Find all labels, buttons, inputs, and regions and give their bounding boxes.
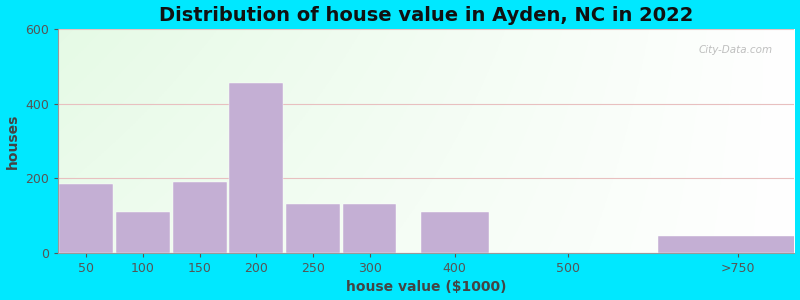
Title: Distribution of house value in Ayden, NC in 2022: Distribution of house value in Ayden, NC…: [159, 6, 694, 25]
Bar: [230, 83, 283, 253]
Bar: [59, 184, 114, 253]
Bar: [342, 204, 397, 253]
Bar: [421, 212, 489, 253]
X-axis label: house value ($1000): house value ($1000): [346, 280, 506, 294]
Bar: [173, 182, 226, 253]
Bar: [116, 212, 170, 253]
Bar: [286, 204, 340, 253]
Bar: [658, 236, 800, 253]
Y-axis label: houses: houses: [6, 113, 19, 169]
Text: City-Data.com: City-Data.com: [698, 45, 772, 55]
